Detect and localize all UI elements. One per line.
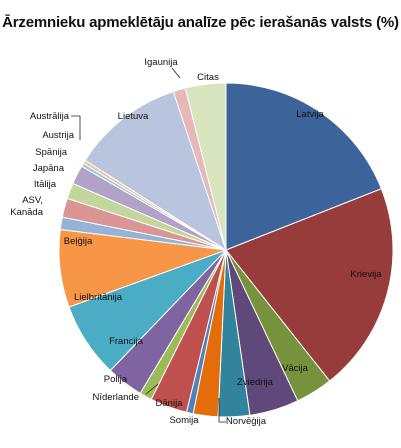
- leader-line-4: [218, 398, 226, 423]
- slice-label-0: Latvija: [296, 109, 324, 120]
- slice-label-11: Beļģija: [64, 236, 93, 247]
- slice-label-19: Igaunija: [144, 57, 178, 68]
- slice-label-12: ASV, Kanāda: [10, 195, 43, 218]
- slice-label-6: Dānija: [156, 398, 184, 409]
- slice-label-13: Itālija: [34, 179, 57, 190]
- pie-slice-20: [184, 82, 227, 251]
- leader-line-7: [145, 383, 159, 395]
- slice-label-2: Vācija: [282, 363, 309, 374]
- slice-label-14: Japāna: [33, 163, 65, 174]
- pie-slice-18: [84, 90, 227, 252]
- slice-label-7: Nīderlande: [93, 392, 139, 403]
- slice-label-18: Lietuva: [118, 111, 149, 122]
- slice-label-20: Citas: [197, 72, 219, 83]
- slice-label-10: Lielbritānija: [74, 292, 123, 303]
- leader-line-19: [171, 67, 181, 79]
- slice-label-9: Francija: [109, 336, 144, 347]
- slice-label-3: Zviedrija: [237, 377, 274, 388]
- slice-label-4: Norvēģija: [226, 416, 267, 427]
- slice-label-8: Polija: [104, 374, 128, 385]
- pie-slice-0: [225, 82, 383, 251]
- slice-label-1: Krievija: [350, 269, 382, 280]
- leader-line-17: [71, 115, 81, 140]
- slice-label-17: Austrālija: [30, 111, 70, 122]
- slice-label-16: Austrija: [42, 130, 74, 141]
- slice-label-5: Somija: [169, 415, 199, 426]
- pie-slice-1: [225, 188, 394, 382]
- chart-title: Ārzemnieku apmeklētāju analīze pēc ieraš…: [2, 14, 399, 31]
- slice-label-15: Spānija: [35, 147, 67, 158]
